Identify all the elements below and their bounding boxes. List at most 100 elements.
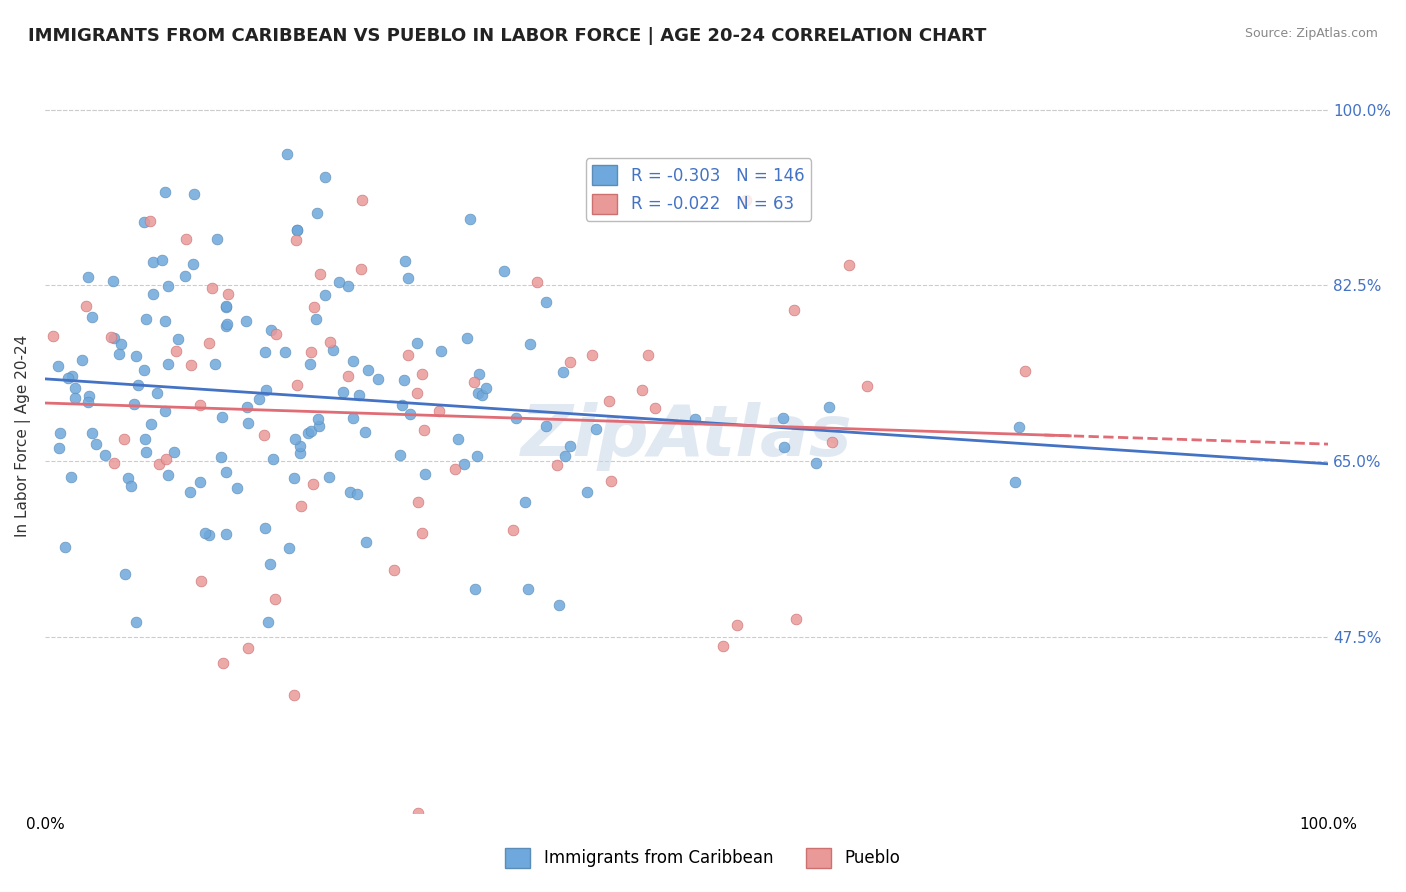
Point	[305, 312, 328, 326]
Point	[598, 394, 620, 409]
Point	[342, 354, 364, 368]
Point	[785, 612, 807, 626]
Point	[142, 255, 165, 269]
Point	[277, 541, 299, 556]
Point	[247, 392, 270, 406]
Point	[304, 300, 326, 314]
Point	[554, 449, 576, 463]
Point	[631, 383, 654, 397]
Text: Source: ZipAtlas.com: Source: ZipAtlas.com	[1244, 27, 1378, 40]
Point	[179, 484, 201, 499]
Point	[515, 495, 537, 509]
Point	[262, 452, 284, 467]
Point	[526, 275, 548, 289]
Point	[367, 372, 389, 386]
Point	[357, 363, 380, 377]
Point	[150, 253, 173, 268]
Point	[772, 410, 794, 425]
Point	[492, 264, 515, 278]
Point	[447, 433, 470, 447]
Point	[253, 428, 276, 442]
Point	[347, 388, 370, 402]
Point	[314, 170, 336, 185]
Point	[302, 476, 325, 491]
Point	[411, 526, 433, 541]
Point	[194, 526, 217, 541]
Point	[63, 391, 86, 405]
Point	[783, 303, 806, 318]
Point	[581, 348, 603, 362]
Point	[284, 432, 307, 446]
Point	[456, 330, 478, 344]
Point	[453, 457, 475, 471]
Point	[139, 417, 162, 431]
Point	[125, 615, 148, 629]
Point	[225, 481, 247, 495]
Point	[217, 317, 239, 331]
Point	[283, 689, 305, 703]
Point	[257, 615, 280, 629]
Point	[134, 432, 156, 446]
Point	[391, 398, 413, 412]
Point	[405, 386, 427, 401]
Point	[505, 411, 527, 425]
Point	[48, 442, 70, 456]
Point	[188, 475, 211, 489]
Point	[1014, 364, 1036, 378]
Point	[318, 335, 340, 350]
Point	[183, 186, 205, 201]
Point	[398, 408, 420, 422]
Point	[153, 404, 176, 418]
Point	[406, 805, 429, 820]
Point	[519, 337, 541, 351]
Point	[75, 299, 97, 313]
Point	[838, 258, 860, 272]
Point	[314, 288, 336, 302]
Point	[174, 268, 197, 283]
Point	[103, 456, 125, 470]
Point	[475, 381, 498, 395]
Point	[84, 437, 107, 451]
Point	[516, 582, 538, 596]
Point	[146, 386, 169, 401]
Point	[396, 271, 419, 285]
Point	[215, 527, 238, 541]
Point	[471, 388, 494, 402]
Point	[112, 432, 135, 446]
Point	[276, 147, 298, 161]
Point	[215, 465, 238, 479]
Point	[773, 440, 796, 454]
Point	[467, 386, 489, 401]
Point	[198, 527, 221, 541]
Legend: R = -0.303   N = 146, R = -0.022   N = 63: R = -0.303 N = 146, R = -0.022 N = 63	[586, 158, 811, 220]
Point	[181, 257, 204, 271]
Point	[42, 328, 65, 343]
Point	[285, 233, 308, 247]
Point	[124, 397, 146, 411]
Point	[346, 487, 368, 501]
Point	[463, 375, 485, 389]
Point	[139, 214, 162, 228]
Point	[288, 446, 311, 460]
Point	[215, 319, 238, 334]
Point	[308, 418, 330, 433]
Point	[546, 458, 568, 472]
Point	[274, 345, 297, 359]
Point	[1008, 420, 1031, 434]
Point	[804, 457, 827, 471]
Point	[101, 274, 124, 288]
Point	[198, 336, 221, 351]
Point	[264, 326, 287, 341]
Point	[683, 412, 706, 426]
Text: IMMIGRANTS FROM CARIBBEAN VS PUEBLO IN LABOR FORCE | AGE 20-24 CORRELATION CHART: IMMIGRANTS FROM CARIBBEAN VS PUEBLO IN L…	[28, 27, 987, 45]
Point	[207, 232, 229, 246]
Point	[260, 323, 283, 337]
Point	[458, 212, 481, 227]
Point	[76, 394, 98, 409]
Point	[253, 521, 276, 535]
Point	[297, 426, 319, 441]
Point	[405, 335, 427, 350]
Point	[534, 418, 557, 433]
Point	[411, 367, 433, 381]
Point	[820, 434, 842, 449]
